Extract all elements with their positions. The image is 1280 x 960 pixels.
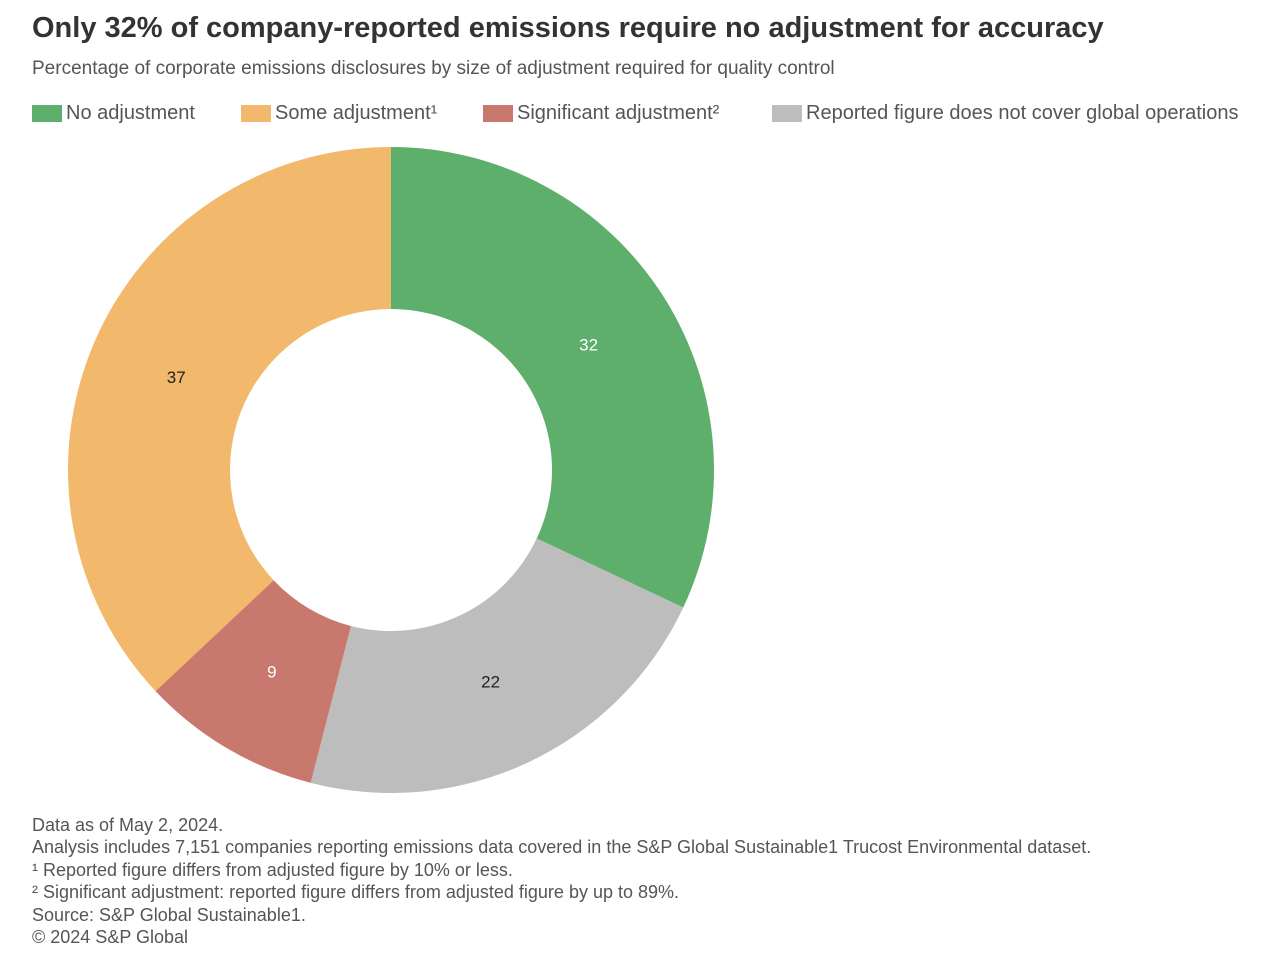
legend-swatch xyxy=(483,105,513,122)
legend-label: No adjustment xyxy=(66,102,195,124)
footnote-copyright: © 2024 S&P Global xyxy=(32,927,189,948)
legend-item-some-adjustment[interactable]: Some adjustment¹ xyxy=(241,102,437,125)
chart-title: Only 32% of company-reported emissions r… xyxy=(32,12,1104,44)
donut-data-label: 37 xyxy=(167,368,186,387)
legend-swatch xyxy=(32,105,62,122)
legend-swatch xyxy=(772,105,802,122)
footnote-1: ¹ Reported figure differs from adjusted … xyxy=(32,859,513,880)
donut-slice-reported-figure-does-not-cover-global-operations[interactable] xyxy=(310,538,684,793)
legend-label: Some adjustment¹ xyxy=(275,102,438,124)
chart-subtitle: Percentage of corporate emissions disclo… xyxy=(32,58,835,79)
footnote-date: Data as of May 2, 2024. xyxy=(32,815,224,835)
footnote-source: Source: S&P Global Sustainable1. xyxy=(32,904,306,925)
chart-footnotes: Data as of May 2, 2024. Analysis include… xyxy=(32,814,1091,948)
legend-label: Significant adjustment² xyxy=(517,102,720,124)
donut-data-label: 9 xyxy=(267,662,276,681)
donut-slice-significant-adjustment[interactable] xyxy=(155,580,351,783)
footnote-analysis: Analysis includes 7,151 companies report… xyxy=(32,837,1092,858)
footnote-2: ² Significant adjustment: reported figur… xyxy=(32,882,680,903)
donut-slice-no-adjustment[interactable] xyxy=(391,147,715,608)
legend-item-no-adjustment[interactable]: No adjustment xyxy=(32,102,195,125)
donut-chart: 32 22 9 37 xyxy=(68,146,715,793)
legend-item-significant-adjustment[interactable]: Significant adjustment² xyxy=(483,102,719,125)
legend-item-global-operations[interactable]: Reported figure does not cover global op… xyxy=(772,102,1239,125)
legend-label: Reported figure does not cover global op… xyxy=(806,102,1239,124)
donut-data-label: 32 xyxy=(579,336,598,355)
donut-slice-some-adjustment[interactable] xyxy=(68,146,391,692)
donut-data-label: 22 xyxy=(481,673,500,692)
legend: No adjustment Some adjustment¹ Significa… xyxy=(32,102,1272,128)
legend-swatch xyxy=(241,105,271,122)
